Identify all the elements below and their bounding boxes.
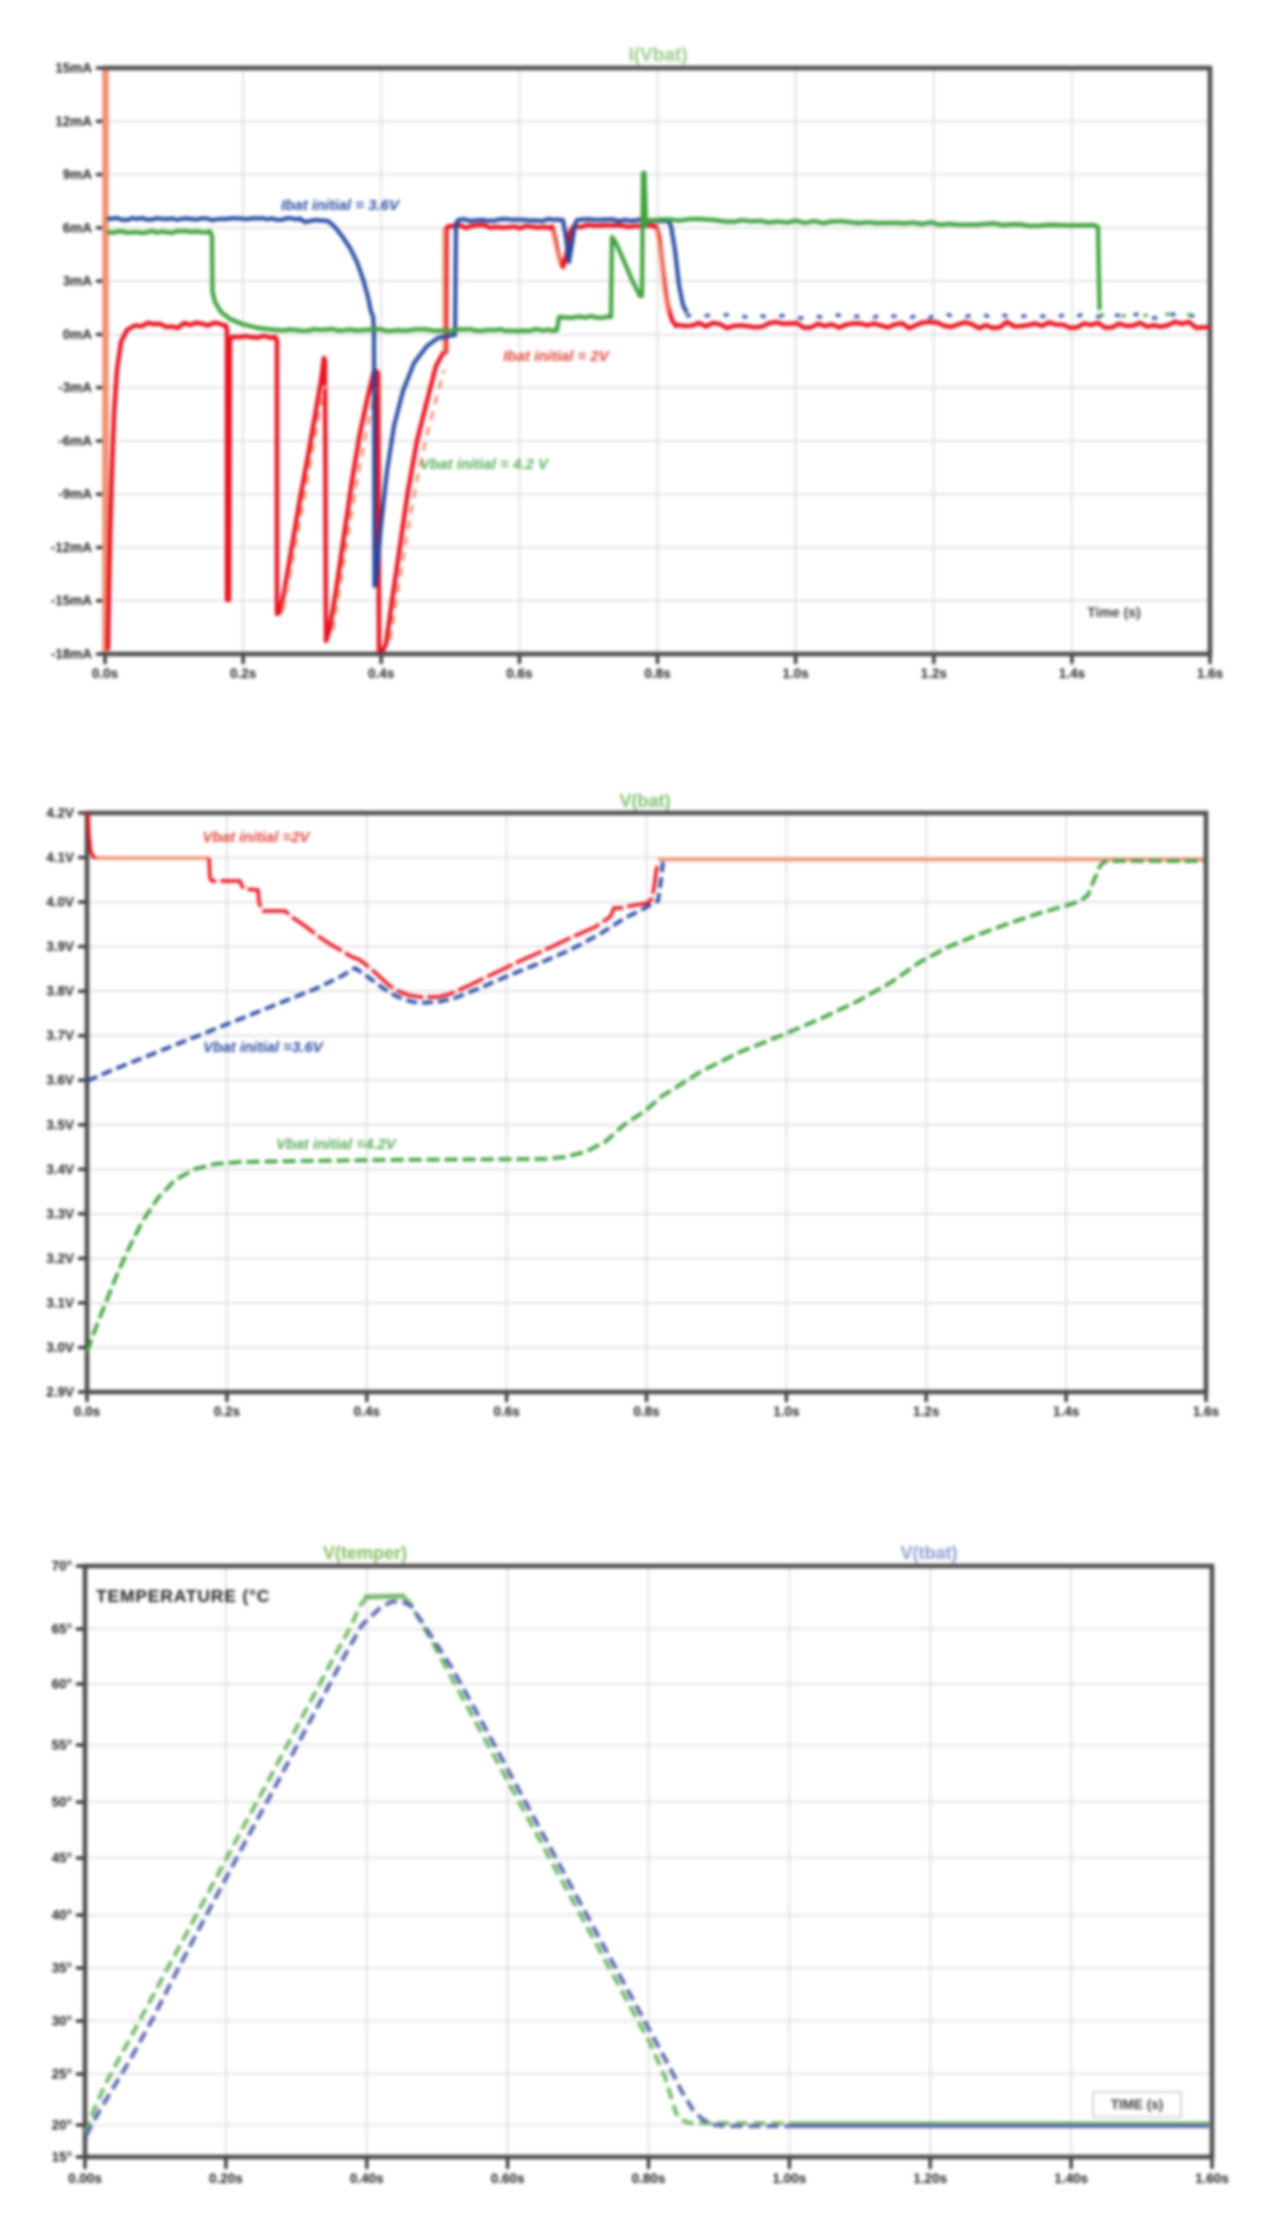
svg-text:Ibat initial = 3.6V: Ibat initial = 3.6V: [281, 197, 401, 214]
svg-text:1.00s: 1.00s: [773, 2171, 807, 2186]
svg-text:3.7V: 3.7V: [46, 1028, 74, 1043]
svg-text:1.2s: 1.2s: [921, 666, 947, 681]
svg-text:0.2s: 0.2s: [230, 666, 256, 681]
svg-text:9mA: 9mA: [63, 167, 93, 182]
svg-text:1.6s: 1.6s: [1193, 1404, 1219, 1419]
svg-text:65°: 65°: [52, 1622, 72, 1637]
svg-text:3.4V: 3.4V: [46, 1162, 74, 1177]
svg-text:15mA: 15mA: [55, 61, 92, 76]
svg-text:0.40s: 0.40s: [350, 2171, 384, 2186]
svg-text:0.8s: 0.8s: [633, 1404, 659, 1419]
svg-text:TIME (s): TIME (s): [1111, 2097, 1164, 2112]
svg-text:3.5V: 3.5V: [46, 1117, 74, 1132]
svg-text:12mA: 12mA: [55, 114, 92, 129]
svg-text:1.0s: 1.0s: [773, 1404, 799, 1419]
svg-text:3.6V: 3.6V: [46, 1073, 74, 1088]
svg-text:Time (s): Time (s): [1087, 604, 1140, 620]
svg-text:1.20s: 1.20s: [913, 2171, 947, 2186]
svg-text:0.0s: 0.0s: [92, 666, 118, 681]
svg-text:50°: 50°: [52, 1795, 72, 1810]
svg-text:55°: 55°: [52, 1738, 72, 1753]
svg-text:-9mA: -9mA: [58, 487, 92, 502]
svg-text:4.2V: 4.2V: [46, 806, 74, 821]
svg-text:1.60s: 1.60s: [1195, 2171, 1229, 2186]
svg-text:0.4s: 0.4s: [368, 666, 394, 681]
svg-text:3.3V: 3.3V: [46, 1206, 74, 1221]
svg-text:0.0s: 0.0s: [74, 1404, 100, 1419]
svg-text:0.6s: 0.6s: [493, 1404, 519, 1419]
svg-text:3.9V: 3.9V: [46, 939, 74, 954]
svg-text:0.80s: 0.80s: [632, 2171, 666, 2186]
svg-text:-6mA: -6mA: [58, 433, 92, 448]
svg-text:3.2V: 3.2V: [46, 1251, 74, 1266]
svg-text:20°: 20°: [52, 2118, 72, 2133]
svg-text:-15mA: -15mA: [51, 593, 93, 608]
svg-text:Vbat initial = 4.2 V: Vbat initial = 4.2 V: [420, 456, 550, 473]
svg-text:1.4s: 1.4s: [1053, 1404, 1079, 1419]
svg-text:0.60s: 0.60s: [491, 2171, 525, 2186]
svg-text:70°: 70°: [52, 1559, 72, 1574]
svg-text:0.6s: 0.6s: [506, 666, 532, 681]
svg-text:1.40s: 1.40s: [1054, 2171, 1088, 2186]
svg-text:0.2s: 0.2s: [214, 1404, 240, 1419]
svg-text:4.0V: 4.0V: [46, 895, 74, 910]
svg-text:4.1V: 4.1V: [46, 850, 74, 865]
svg-text:15°: 15°: [52, 2150, 72, 2165]
svg-text:25°: 25°: [52, 2067, 72, 2082]
svg-text:3mA: 3mA: [63, 274, 93, 289]
svg-text:Vbat initial =2V: Vbat initial =2V: [202, 829, 311, 846]
svg-text:V(tbat): V(tbat): [901, 1543, 958, 1563]
svg-text:0.20s: 0.20s: [209, 2171, 243, 2186]
svg-text:0.8s: 0.8s: [644, 666, 670, 681]
svg-text:60°: 60°: [52, 1677, 72, 1692]
svg-text:0mA: 0mA: [63, 327, 93, 342]
svg-text:0.4s: 0.4s: [354, 1404, 380, 1419]
svg-text:-18mA: -18mA: [51, 647, 93, 662]
svg-text:-12mA: -12mA: [51, 540, 93, 555]
svg-text:35°: 35°: [52, 1961, 72, 1976]
svg-text:0.00s: 0.00s: [68, 2171, 102, 2186]
svg-text:I(Vbat): I(Vbat): [628, 45, 687, 66]
svg-text:40°: 40°: [52, 1908, 72, 1923]
svg-text:6mA: 6mA: [63, 220, 93, 235]
svg-text:1.2s: 1.2s: [913, 1404, 939, 1419]
svg-text:TEMPERATURE (°C: TEMPERATURE (°C: [96, 1586, 270, 1606]
svg-text:3.1V: 3.1V: [46, 1295, 74, 1310]
svg-text:45°: 45°: [52, 1851, 72, 1866]
svg-text:1.0s: 1.0s: [782, 666, 808, 681]
svg-text:30°: 30°: [52, 2014, 72, 2029]
svg-text:2.9V: 2.9V: [46, 1385, 74, 1400]
svg-text:V(bat): V(bat): [620, 791, 671, 811]
svg-text:V(temper): V(temper): [323, 1543, 407, 1563]
svg-text:1.6s: 1.6s: [1197, 666, 1223, 681]
svg-text:3.8V: 3.8V: [46, 984, 74, 999]
svg-text:Vbat initial =3.6V: Vbat initial =3.6V: [203, 1039, 325, 1056]
svg-text:Vbat initial =4.2V: Vbat initial =4.2V: [276, 1136, 398, 1153]
svg-text:1.4s: 1.4s: [1059, 666, 1085, 681]
svg-text:-3mA: -3mA: [58, 380, 92, 395]
svg-text:3.0V: 3.0V: [46, 1340, 74, 1355]
svg-text:Ibat initial = 2V: Ibat initial = 2V: [503, 348, 610, 365]
